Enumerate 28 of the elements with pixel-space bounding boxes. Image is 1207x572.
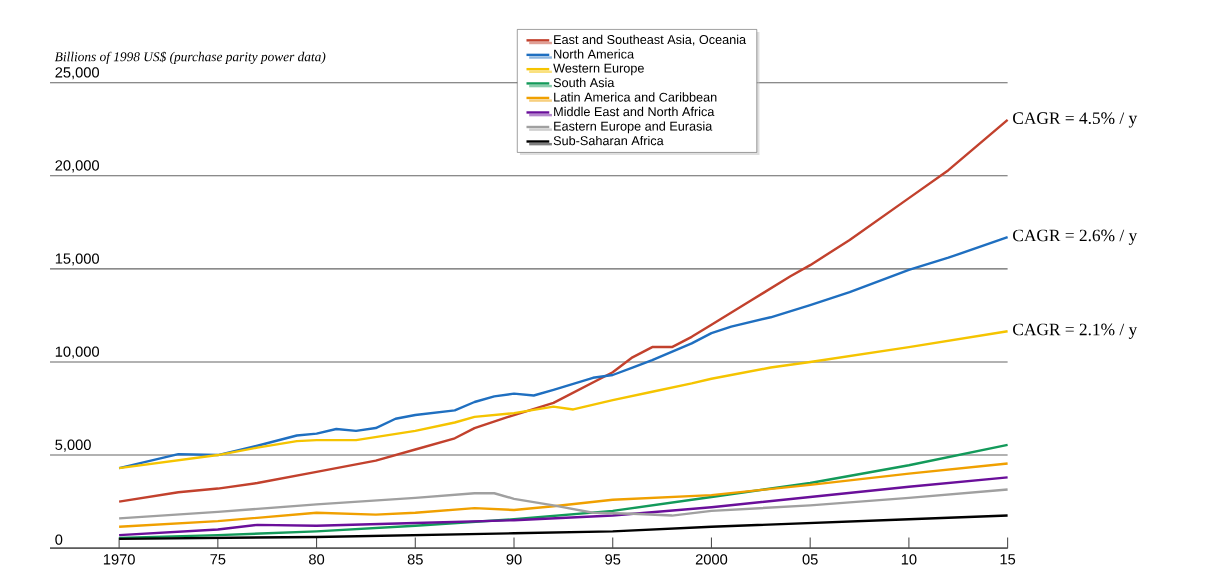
text: CAGR = 4.5% / y bbox=[1013, 112, 1138, 128]
x-tick-label: 80 bbox=[309, 554, 325, 565]
y-tick-label: 20,000 bbox=[55, 160, 100, 173]
x-tick-label: 85 bbox=[407, 554, 423, 565]
legend-label: Middle East and North Africa bbox=[554, 106, 715, 117]
x-tick-label: 15 bbox=[1000, 554, 1016, 565]
y-tick-label: 10,000 bbox=[55, 346, 100, 359]
text: CAGR = 2.1% / y bbox=[1013, 323, 1138, 339]
x-tick-label: 1970 bbox=[103, 554, 135, 565]
legend-label: Eastern Europe and Eurasia bbox=[554, 121, 713, 134]
x-tick-label: 05 bbox=[802, 554, 818, 565]
legend-label: North America bbox=[554, 49, 635, 59]
x-tick-label: 10 bbox=[901, 554, 917, 565]
y-tick-label: 25,000 bbox=[55, 67, 100, 80]
x-tick-label: 95 bbox=[605, 554, 621, 565]
legend-label: Latin America and Caribbean bbox=[554, 92, 717, 102]
legend-label: Sub-Saharan Africa bbox=[553, 135, 664, 146]
legend-label: Western Europe bbox=[553, 63, 644, 76]
text: CAGR = 2.6% / y bbox=[1013, 229, 1138, 245]
y-axis-title: Billions of 1998 US$ (purchase parity power data) bbox=[54, 51, 326, 64]
y-tick-label: 0 bbox=[55, 534, 63, 545]
x-tick-label: 75 bbox=[210, 554, 226, 565]
x-tick-label: 90 bbox=[506, 554, 522, 565]
legend-label: East and Southeast Asia, Oceania bbox=[554, 34, 747, 46]
y-tick-label: 5,000 bbox=[55, 439, 91, 452]
x-tick-label: 2000 bbox=[695, 554, 728, 565]
y-tick-label: 15,000 bbox=[55, 253, 100, 266]
legend-label: South Asia bbox=[553, 77, 615, 88]
